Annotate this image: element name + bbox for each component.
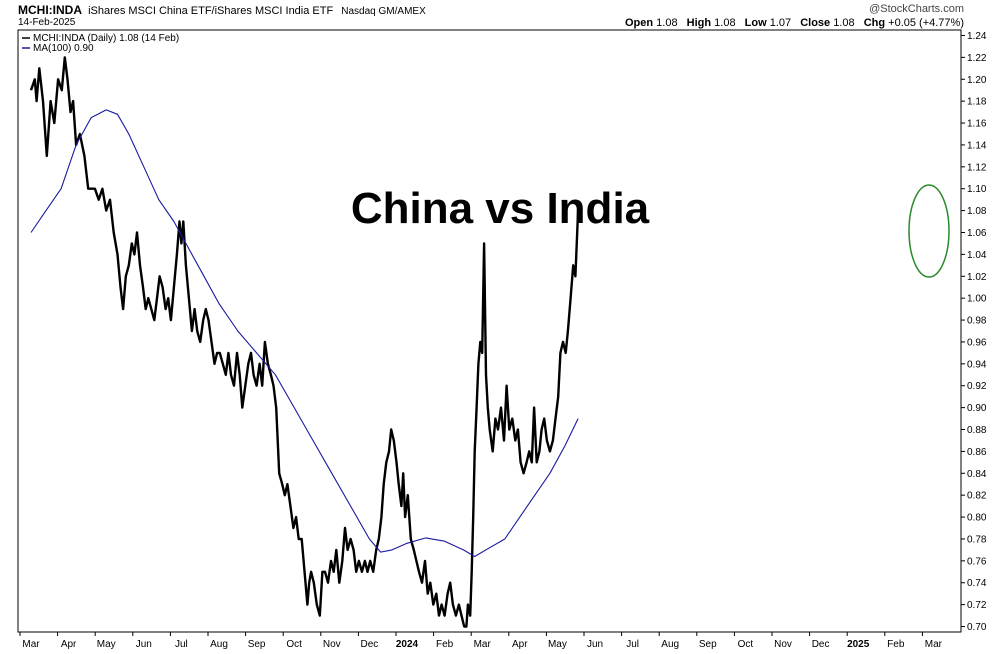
legend: MCHI:INDA (Daily) 1.08 (14 Feb) MA(100) … bbox=[22, 33, 179, 54]
y-tick-label: 0.94 bbox=[967, 359, 987, 370]
highlight-ellipse bbox=[908, 184, 950, 278]
x-tick-label: Nov bbox=[323, 639, 341, 650]
y-tick-label: 1.08 bbox=[967, 206, 987, 217]
x-tick-label: Feb bbox=[436, 639, 454, 650]
y-tick-label: 0.92 bbox=[967, 381, 987, 392]
y-tick-label: 0.96 bbox=[967, 337, 987, 348]
y-tick-label: 1.20 bbox=[967, 75, 987, 86]
series-line-ma100 bbox=[30, 109, 579, 558]
open-value: 1.08 bbox=[656, 17, 678, 29]
y-tick-label: 1.02 bbox=[967, 272, 987, 283]
close-value: 1.08 bbox=[833, 17, 855, 29]
x-tick-label: Mar bbox=[925, 639, 943, 650]
series-layer bbox=[29, 56, 580, 628]
quote-readout: Open 1.08 High 1.08 Low 1.07 Close 1.08 … bbox=[625, 17, 964, 29]
x-axis: Mar Apr May Jun Jul Aug Sep Oct Nov Dec 2024 Feb Mar… bbox=[19, 632, 943, 650]
high-label: High bbox=[686, 17, 712, 29]
x-tick-label: 2024 bbox=[396, 639, 419, 650]
security-name: iShares MSCI China ETF/iShares MSCI Indi… bbox=[88, 5, 334, 17]
series-line-price-ratio bbox=[29, 56, 580, 628]
x-tick-label: Jul bbox=[626, 639, 639, 650]
symbol-label: MCHI:INDA bbox=[18, 3, 82, 17]
y-tick-label: 0.84 bbox=[967, 469, 987, 480]
legend-label-price: MCHI:INDA (Daily) 1.08 (14 Feb) bbox=[33, 33, 179, 44]
open-label: Open bbox=[624, 17, 654, 29]
legend-label-ma: MA(100) 0.90 bbox=[33, 43, 94, 54]
x-tick-label: Aug bbox=[210, 639, 228, 650]
y-tick-label: 1.06 bbox=[967, 228, 987, 239]
y-tick-label: 0.88 bbox=[967, 425, 987, 436]
x-tick-label: Mar bbox=[22, 639, 40, 650]
x-tick-label: Mar bbox=[474, 639, 492, 650]
x-tick-label: Oct bbox=[738, 639, 754, 650]
y-tick-label: 0.78 bbox=[967, 534, 987, 545]
y-tick-label: 0.98 bbox=[967, 316, 987, 327]
stockcharts-watermark: @StockCharts.com bbox=[869, 3, 964, 15]
y-tick-label: 0.90 bbox=[967, 403, 987, 414]
y-tick-label: 0.82 bbox=[967, 491, 987, 502]
x-tick-label: Jun bbox=[587, 639, 603, 650]
plot-frame bbox=[17, 29, 962, 633]
y-tick-label: 0.70 bbox=[967, 622, 987, 633]
x-tick-label: May bbox=[97, 639, 116, 650]
y-axis: 0.70 0.72 0.74 0.76 0.78 0.80 0.82 0.84 0.86 0.88… bbox=[961, 31, 987, 633]
chart-date: 14-Feb-2025 bbox=[18, 17, 76, 28]
x-tick-label: Oct bbox=[286, 639, 302, 650]
y-tick-label: 1.10 bbox=[967, 184, 987, 195]
y-tick-label: 1.04 bbox=[967, 250, 987, 261]
y-tick-label: 1.16 bbox=[967, 119, 987, 130]
close-label: Close bbox=[800, 17, 831, 29]
y-tick-label: 0.74 bbox=[967, 578, 987, 589]
y-tick-label: 1.12 bbox=[967, 162, 987, 173]
x-tick-label: Dec bbox=[361, 639, 379, 650]
y-tick-label: 0.86 bbox=[967, 447, 987, 458]
x-tick-label: Apr bbox=[512, 639, 528, 650]
x-tick-label: 2025 bbox=[847, 639, 870, 650]
low-value: 1.07 bbox=[769, 17, 792, 29]
x-tick-label: Jun bbox=[136, 639, 152, 650]
x-tick-label: Sep bbox=[248, 639, 266, 650]
x-tick-label: May bbox=[548, 639, 567, 650]
high-value: 1.08 bbox=[714, 17, 736, 29]
y-tick-label: 0.72 bbox=[967, 600, 987, 611]
y-tick-label: 1.14 bbox=[967, 140, 987, 151]
chg-label: Chg bbox=[863, 17, 886, 29]
x-tick-label: Sep bbox=[699, 639, 717, 650]
chg-value: +0.05 (+4.77%) bbox=[888, 17, 964, 29]
y-tick-label: 1.22 bbox=[967, 53, 987, 64]
annotation-title: China vs India bbox=[351, 184, 650, 233]
chart-header: MCHI:INDA iShares MSCI China ETF/iShares… bbox=[18, 3, 426, 17]
y-tick-label: 1.00 bbox=[967, 294, 987, 305]
y-tick-label: 1.24 bbox=[967, 31, 987, 42]
x-tick-label: Jul bbox=[175, 639, 188, 650]
exchange-label: Nasdaq GM/AMEX bbox=[341, 6, 426, 17]
x-tick-label: Aug bbox=[661, 639, 679, 650]
x-tick-label: Apr bbox=[61, 639, 77, 650]
low-label: Low bbox=[744, 17, 767, 29]
x-tick-label: Nov bbox=[774, 639, 792, 650]
x-tick-label: Feb bbox=[887, 639, 905, 650]
x-tick-label: Dec bbox=[812, 639, 830, 650]
y-tick-label: 0.80 bbox=[967, 513, 987, 524]
y-tick-label: 1.18 bbox=[967, 97, 987, 108]
y-tick-label: 0.76 bbox=[967, 556, 987, 567]
